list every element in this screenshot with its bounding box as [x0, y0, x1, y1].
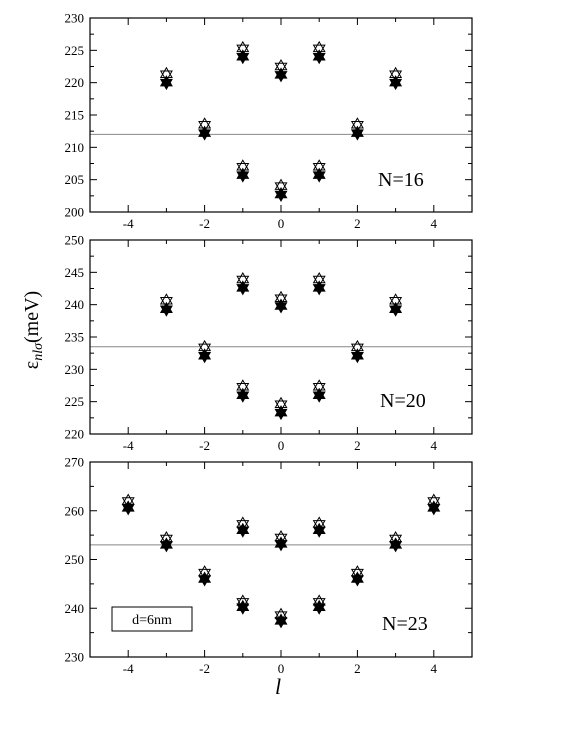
data-point-filled-star: [159, 75, 173, 91]
y-tick-label: 260: [65, 503, 85, 518]
y-tick-label: 225: [65, 43, 85, 58]
data-point-open-star: [274, 396, 288, 412]
y-tick-label: 235: [65, 330, 85, 345]
data-point-filled-star: [350, 571, 364, 587]
panel-annotation: N=16: [378, 169, 424, 191]
panel-n16: -4 -2 0 2 4 200 205 210 215 220 225 230 N=16: [65, 11, 473, 231]
y-tick-label: 205: [65, 172, 85, 187]
data-point-filled-star: [389, 301, 403, 317]
y-tick-label: 220: [65, 427, 85, 442]
x-tick-label: -4: [123, 661, 134, 676]
data-point-filled-star: [274, 298, 288, 314]
y-tick-label: 225: [65, 394, 85, 409]
data-point-filled-star: [274, 187, 288, 203]
x-tick-label: 4: [431, 216, 438, 231]
panel-annotation: N=20: [380, 390, 426, 412]
data-point-filled-star: [312, 280, 326, 296]
y-tick-label: 200: [65, 205, 85, 220]
data-point-filled-star: [159, 537, 173, 553]
data-point-open-star: [159, 293, 173, 309]
x-tick-label: -4: [123, 216, 134, 231]
panel-n23: -4 -2 0 2 4 230 240 250 260 270 N=23 d=6nm: [65, 455, 473, 676]
x-tick-label: 2: [354, 661, 361, 676]
data-point-filled-star: [312, 167, 326, 183]
panel-annotation: N=23: [382, 613, 428, 635]
y-tick-label: 250: [65, 552, 85, 567]
x-tick-label: 4: [431, 438, 438, 453]
data-point-filled-star: [274, 405, 288, 421]
y-axis-label: εnlσ(meV): [21, 291, 46, 369]
data-point-filled-star: [350, 348, 364, 364]
data-point-filled-star: [389, 537, 403, 553]
data-point-filled-star: [198, 348, 212, 364]
data-point-filled-star: [274, 67, 288, 83]
y-tick-label: 210: [65, 140, 85, 155]
x-tick-label: 0: [278, 216, 285, 231]
data-point-filled-star: [274, 536, 288, 552]
y-tick-label: 240: [65, 297, 85, 312]
data-point-filled-star: [236, 280, 250, 296]
data-point-filled-star: [389, 75, 403, 91]
y-tick-label: 245: [65, 265, 85, 280]
x-tick-label: -4: [123, 438, 134, 453]
data-point-open-star: [236, 159, 250, 175]
data-point-filled-star: [159, 301, 173, 317]
x-tick-label: -2: [199, 661, 210, 676]
data-point-filled-star: [312, 522, 326, 538]
data-point-filled-star: [350, 125, 364, 141]
x-tick-label: -2: [199, 216, 210, 231]
x-tick-label: -2: [199, 438, 210, 453]
data-point-filled-star: [274, 613, 288, 629]
y-tick-label: 230: [65, 362, 85, 377]
y-tick-label: 220: [65, 75, 85, 90]
data-point-open-star: [389, 293, 403, 309]
data-point-filled-star: [236, 387, 250, 403]
data-point-open-star: [274, 178, 288, 194]
data-point-filled-star: [236, 599, 250, 615]
data-point-filled-star: [312, 599, 326, 615]
data-point-open-star: [389, 66, 403, 82]
x-tick-label: 0: [278, 438, 285, 453]
x-tick-label: 2: [354, 438, 361, 453]
data-point-filled-star: [427, 500, 441, 516]
boxed-note-text: d=6nm: [132, 613, 172, 628]
y-tick-label: 270: [65, 455, 85, 470]
data-point-filled-star: [236, 49, 250, 65]
y-tick-label: 250: [65, 233, 85, 248]
data-point-filled-star: [236, 522, 250, 538]
y-tick-label: 230: [65, 650, 85, 665]
data-point-filled-star: [121, 500, 135, 516]
panel-n20: -4 -2 0 2 4 220 225 230 235 240 245 250 N=20: [65, 233, 473, 453]
data-point-filled-star: [236, 167, 250, 183]
y-tick-label: 230: [65, 11, 85, 26]
x-tick-label: 0: [278, 661, 285, 676]
y-tick-label: 215: [65, 108, 85, 123]
x-tick-label: 4: [431, 661, 438, 676]
x-axis-label: l: [275, 674, 281, 699]
x-tick-label: 2: [354, 216, 361, 231]
y-tick-label: 240: [65, 601, 85, 616]
data-point-filled-star: [198, 571, 212, 587]
boxed-note-frame: [111, 606, 193, 632]
data-point-filled-star: [312, 387, 326, 403]
data-point-filled-star: [312, 49, 326, 65]
data-point-filled-star: [198, 125, 212, 141]
